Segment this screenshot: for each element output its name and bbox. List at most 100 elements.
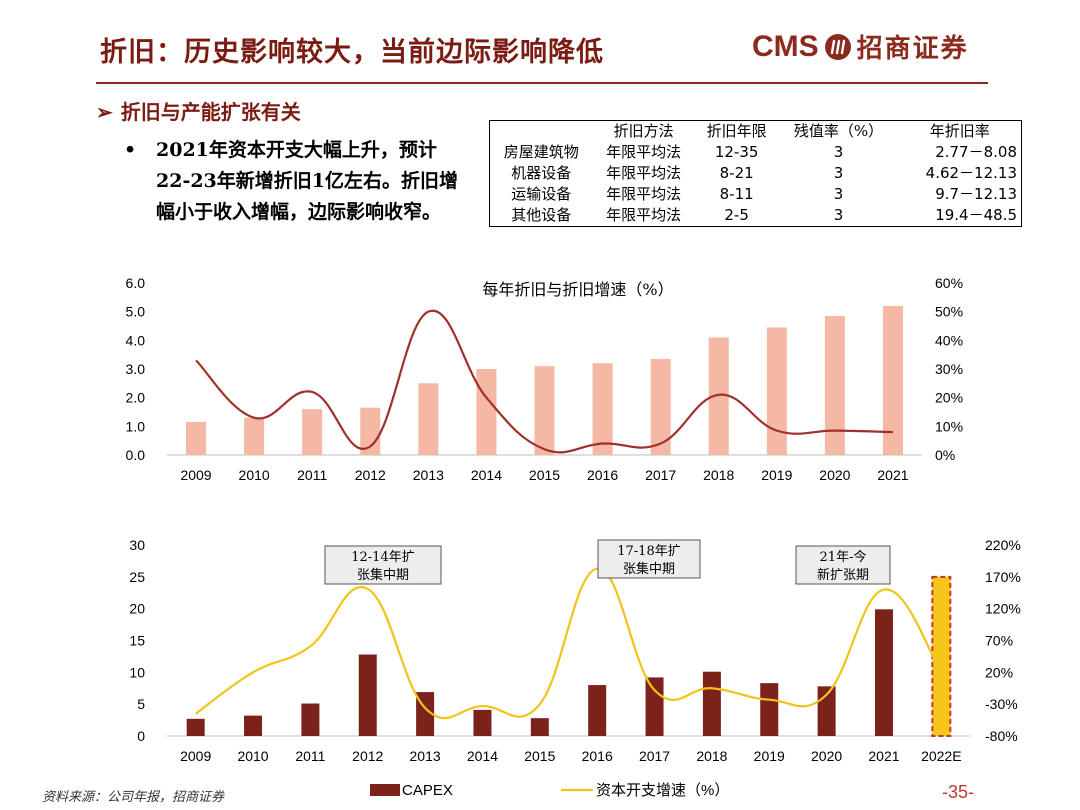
table-cell: 12-35 (714, 143, 759, 161)
table-cell: 年限平均法 (606, 143, 682, 161)
right-axis-tick-label: 10% (935, 418, 963, 434)
table-cell: 9.7－12.13 (935, 185, 1017, 203)
bar (874, 609, 893, 736)
left-axis-tick-label: 2.0 (126, 390, 146, 406)
left-axis-tick-label: 0.0 (126, 447, 146, 463)
right-axis-tick-label: 170% (985, 569, 1021, 585)
left-axis-tick-label: 0 (137, 728, 145, 744)
bar (592, 363, 613, 455)
x-axis-tick-label: 2015 (529, 467, 560, 483)
bar-highlight (931, 575, 952, 737)
bullet-point: • 2021年资本开支大幅上升，预计22-23年新增折旧1亿左右。折旧增幅小于收… (124, 135, 469, 228)
page-number: -35- (942, 782, 975, 802)
table-cell: 8-11 (719, 185, 754, 203)
x-axis-tick-label: 2018 (703, 467, 734, 483)
brand-logo: CMS 招商证券 (752, 28, 969, 65)
bar (244, 417, 265, 455)
bar (302, 409, 323, 455)
annotation-text: 张集中期 (623, 561, 675, 577)
table-cell: 19.4－48.5 (935, 206, 1017, 224)
x-axis-tick-label: 2012 (355, 467, 386, 483)
bar (358, 654, 377, 736)
bar (645, 677, 664, 736)
x-axis-tick-label: 2016 (582, 748, 613, 764)
bar (534, 366, 555, 455)
left-axis-tick-label: 1.0 (126, 418, 146, 434)
right-axis-tick-label: 70% (985, 633, 1013, 649)
annotation-box (324, 545, 442, 585)
right-axis-tick-label: 50% (935, 304, 963, 320)
bar (882, 305, 903, 455)
table-header-row: 折旧方法 折旧年限 残值率（%） 年折旧率 (490, 121, 1022, 143)
line-series (195, 567, 943, 720)
x-axis-tick-label: 2021 (868, 748, 899, 764)
left-axis-tick-label: 4.0 (126, 332, 146, 348)
bar (708, 337, 729, 455)
section-heading-text: 折旧与产能扩张有关 (120, 100, 301, 124)
header-rule (96, 82, 988, 84)
depreciation-table: 折旧方法 折旧年限 残值率（%） 年折旧率 房屋建筑物 年限平均法 12-35 … (489, 120, 1022, 227)
table-header-cell: 折旧方法 (613, 122, 674, 140)
table-cell: 3 (833, 206, 844, 224)
x-axis-tick-label: 2014 (471, 467, 502, 483)
table-row: 运输设备 年限平均法 8-11 3 9.7－12.13 (490, 184, 1022, 205)
bar (186, 718, 205, 736)
x-axis-tick-label: 2013 (413, 467, 444, 483)
left-axis-tick-label: 10 (129, 664, 145, 680)
table-row: 其他设备 年限平均法 2-5 3 19.4－48.5 (490, 205, 1022, 227)
table-cell: 其他设备 (511, 206, 572, 224)
left-axis-tick-label: 5 (137, 696, 145, 712)
annotation-text: 17-18年扩 (617, 544, 680, 559)
right-axis-tick-label: 40% (935, 332, 963, 348)
legend-label: 资本开支增速（%） (596, 782, 729, 799)
bar (473, 709, 492, 736)
logo-cms-text: CMS (752, 29, 819, 63)
bar (650, 358, 671, 455)
left-axis-tick-label: 30 (129, 537, 145, 553)
table-cell: 运输设备 (511, 185, 572, 203)
right-axis-tick-label: 30% (935, 361, 963, 377)
x-axis-tick-label: 2017 (639, 748, 670, 764)
left-axis-tick-label: 3.0 (126, 361, 146, 377)
right-axis-tick-label: -30% (985, 696, 1018, 712)
bullet-dot-icon: • (124, 139, 137, 161)
x-axis-tick-label: 2019 (754, 748, 785, 764)
table-row: 机器设备 年限平均法 8-21 3 4.62－12.13 (490, 163, 1022, 184)
bar (824, 315, 845, 455)
annotation-text: 21年-今 (820, 549, 867, 565)
chart-title: 每年折旧与折旧增速（%） (482, 280, 673, 299)
right-axis-tick-label: 20% (985, 664, 1013, 680)
table-header-cell: 折旧年限 (706, 122, 767, 140)
x-axis-tick-label: 2010 (237, 748, 268, 764)
x-axis-tick-label: 2009 (180, 467, 211, 483)
bar (760, 683, 779, 736)
line-series (195, 309, 893, 454)
bar (476, 369, 497, 455)
arrow-bullet-icon: ➢ (96, 100, 113, 124)
x-axis-tick-label: 2017 (645, 467, 676, 483)
x-axis-tick-label: 2021 (877, 467, 908, 483)
table-cell: 3 (833, 143, 844, 161)
left-axis-tick-label: 6.0 (126, 275, 146, 291)
x-axis-tick-label: 2015 (524, 748, 555, 764)
table-cell: 2-5 (724, 206, 749, 224)
table-cell: 房屋建筑物 (503, 143, 579, 161)
bar (418, 383, 439, 455)
bar (301, 703, 320, 736)
table-cell: 年限平均法 (606, 164, 682, 182)
annotation-text: 新扩张期 (817, 567, 869, 583)
logo-company-name: 招商证券 (856, 34, 969, 64)
bar (360, 407, 381, 455)
table-row: 房屋建筑物 年限平均法 12-35 3 2.77－8.08 (490, 142, 1022, 163)
x-axis-tick-label: 2016 (587, 467, 618, 483)
left-axis-tick-label: 25 (129, 569, 145, 585)
x-axis-tick-label: 2014 (467, 748, 498, 764)
table-cell: 3 (833, 164, 844, 182)
table-cell: 机器设备 (511, 164, 572, 182)
table-cell: 3 (833, 185, 844, 203)
annotation-box (795, 545, 891, 585)
x-axis-tick-label: 2013 (410, 748, 441, 764)
right-axis-tick-label: 20% (935, 390, 963, 406)
bar (530, 718, 549, 736)
